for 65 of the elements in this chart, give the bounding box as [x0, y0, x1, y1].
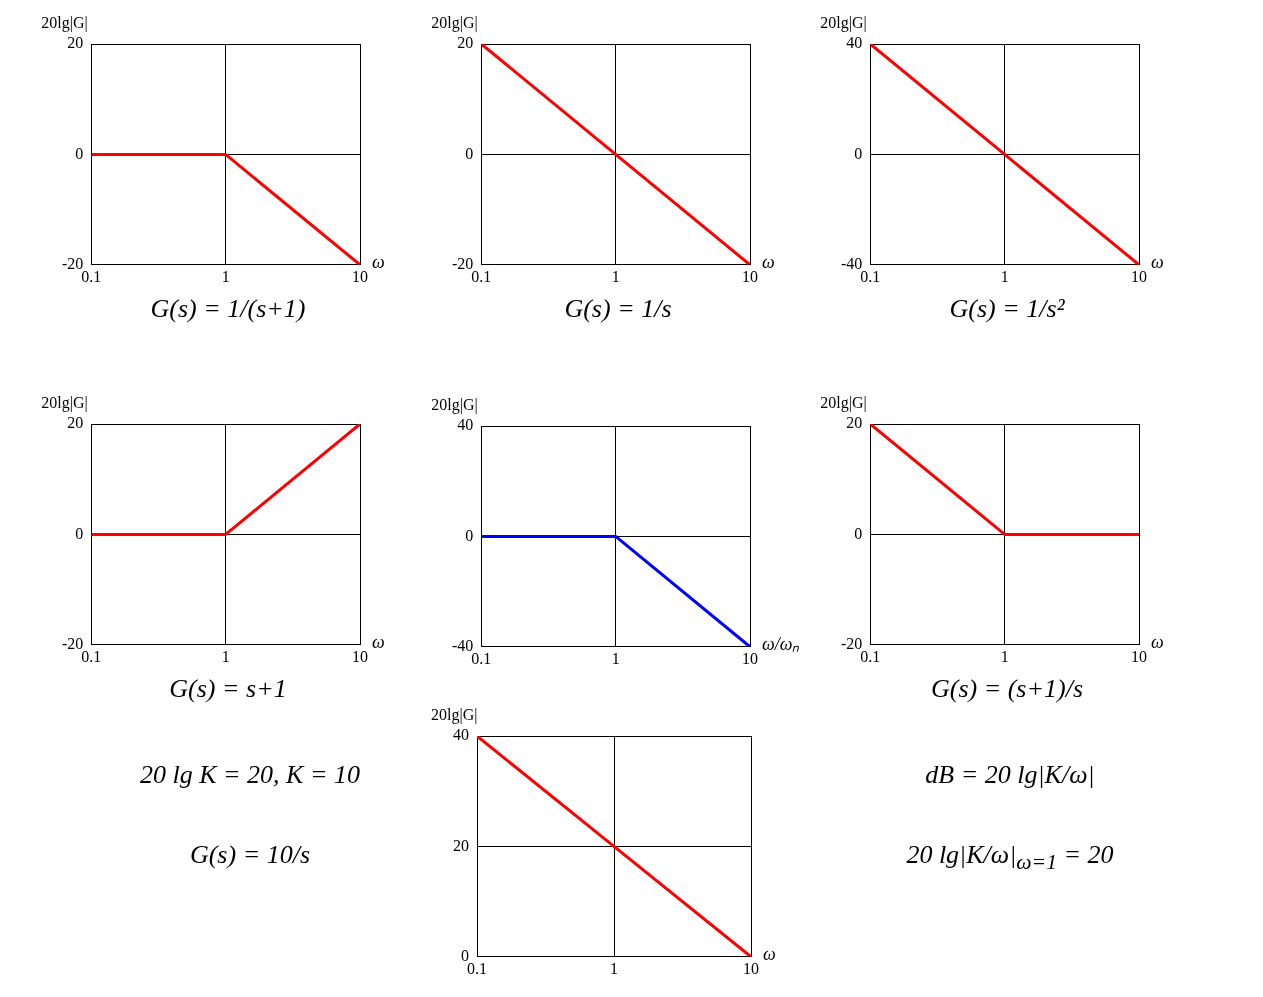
y-tick-label: 20 — [67, 34, 84, 52]
x-tick-label: 0.1 — [81, 647, 102, 665]
x-tick-label: 10 — [352, 647, 368, 665]
text: dB = 20 lg|K/ω| — [924, 760, 1096, 790]
y-axis-title: 20lg|G| — [41, 14, 88, 33]
x-tick-label: 1 — [221, 267, 230, 285]
text: G(s) = (s+1)/s — [929, 674, 1085, 704]
y-tick-label: 0 — [465, 144, 474, 162]
x-tick-label: 1 — [611, 267, 620, 285]
x-axis-title: ω — [372, 631, 385, 652]
y-tick-label: 20 — [846, 414, 863, 432]
text: G(s) = 1/s² — [948, 294, 1066, 324]
y-tick-label: 0 — [75, 524, 84, 542]
y-tick-label: 0 — [75, 144, 84, 162]
text: G(s) = s+1 — [168, 674, 288, 704]
y-tick-label: 20 — [67, 414, 84, 432]
x-tick-label: 0.1 — [471, 267, 492, 285]
text: G(s) = 1/s — [563, 294, 673, 324]
y-axis-title: 20lg|G| — [820, 14, 867, 33]
y-tick-label: 0 — [465, 526, 474, 544]
x-tick-label: 10 — [742, 649, 758, 667]
x-tick-label: 0.1 — [467, 959, 487, 977]
y-tick-label: -20 — [452, 255, 474, 272]
y-tick-label: -40 — [841, 255, 863, 272]
x-tick-label: 10 — [742, 267, 758, 285]
x-axis-title: ω — [1151, 251, 1164, 272]
y-axis-title: 20lg|G| — [431, 396, 478, 415]
y-axis-title: 20lg|G| — [820, 394, 867, 413]
x-tick-label: 1 — [611, 649, 620, 667]
y-tick-label: -20 — [62, 255, 84, 272]
x-tick-label: 1 — [610, 959, 618, 977]
x-tick-label: 0.1 — [860, 647, 881, 665]
x-tick-label: 10 — [1131, 267, 1147, 285]
x-tick-label: 0.1 — [471, 649, 492, 667]
y-axis-title: 20lg|G| — [431, 14, 478, 33]
y-tick-label: -20 — [841, 635, 863, 652]
text: 20 lg K = 20, K = 10 — [139, 760, 361, 790]
x-tick-label: 10 — [352, 267, 368, 285]
y-tick-label: 20 — [457, 34, 474, 52]
x-tick-label: 0.1 — [860, 267, 881, 285]
y-axis-title: 20lg|G| — [431, 706, 478, 725]
x-tick-label: 10 — [743, 959, 759, 977]
text: G(s) = 1/(s+1) — [149, 294, 307, 324]
x-axis-title: ω — [372, 251, 385, 272]
x-tick-label: 1 — [221, 647, 230, 665]
y-axis-title: 20lg|G| — [41, 394, 88, 413]
y-tick-label: 40 — [846, 34, 863, 52]
x-axis-title: ω — [1151, 631, 1164, 652]
x-tick-label: 0.1 — [81, 267, 102, 285]
x-tick-label: 1 — [1000, 647, 1009, 665]
y-tick-label: 0 — [461, 947, 469, 964]
x-tick-label: 10 — [1131, 647, 1147, 665]
text: 20 lg|K/ω|$_{ω=1}$ = 20 — [905, 840, 1115, 876]
x-axis-title: ω — [763, 943, 776, 964]
y-tick-label: -20 — [62, 635, 84, 652]
text: G(s) = 10/s — [188, 840, 312, 870]
y-tick-label: 20 — [453, 836, 469, 854]
y-tick-label: 0 — [854, 144, 863, 162]
y-tick-label: 40 — [457, 416, 474, 434]
y-tick-label: 0 — [854, 524, 863, 542]
x-tick-label: 1 — [1000, 267, 1009, 285]
x-axis-title: ω — [762, 251, 775, 272]
y-tick-label: 40 — [453, 726, 469, 744]
y-tick-label: -40 — [452, 637, 474, 654]
x-axis-title: ω/ωₙ — [762, 633, 801, 654]
